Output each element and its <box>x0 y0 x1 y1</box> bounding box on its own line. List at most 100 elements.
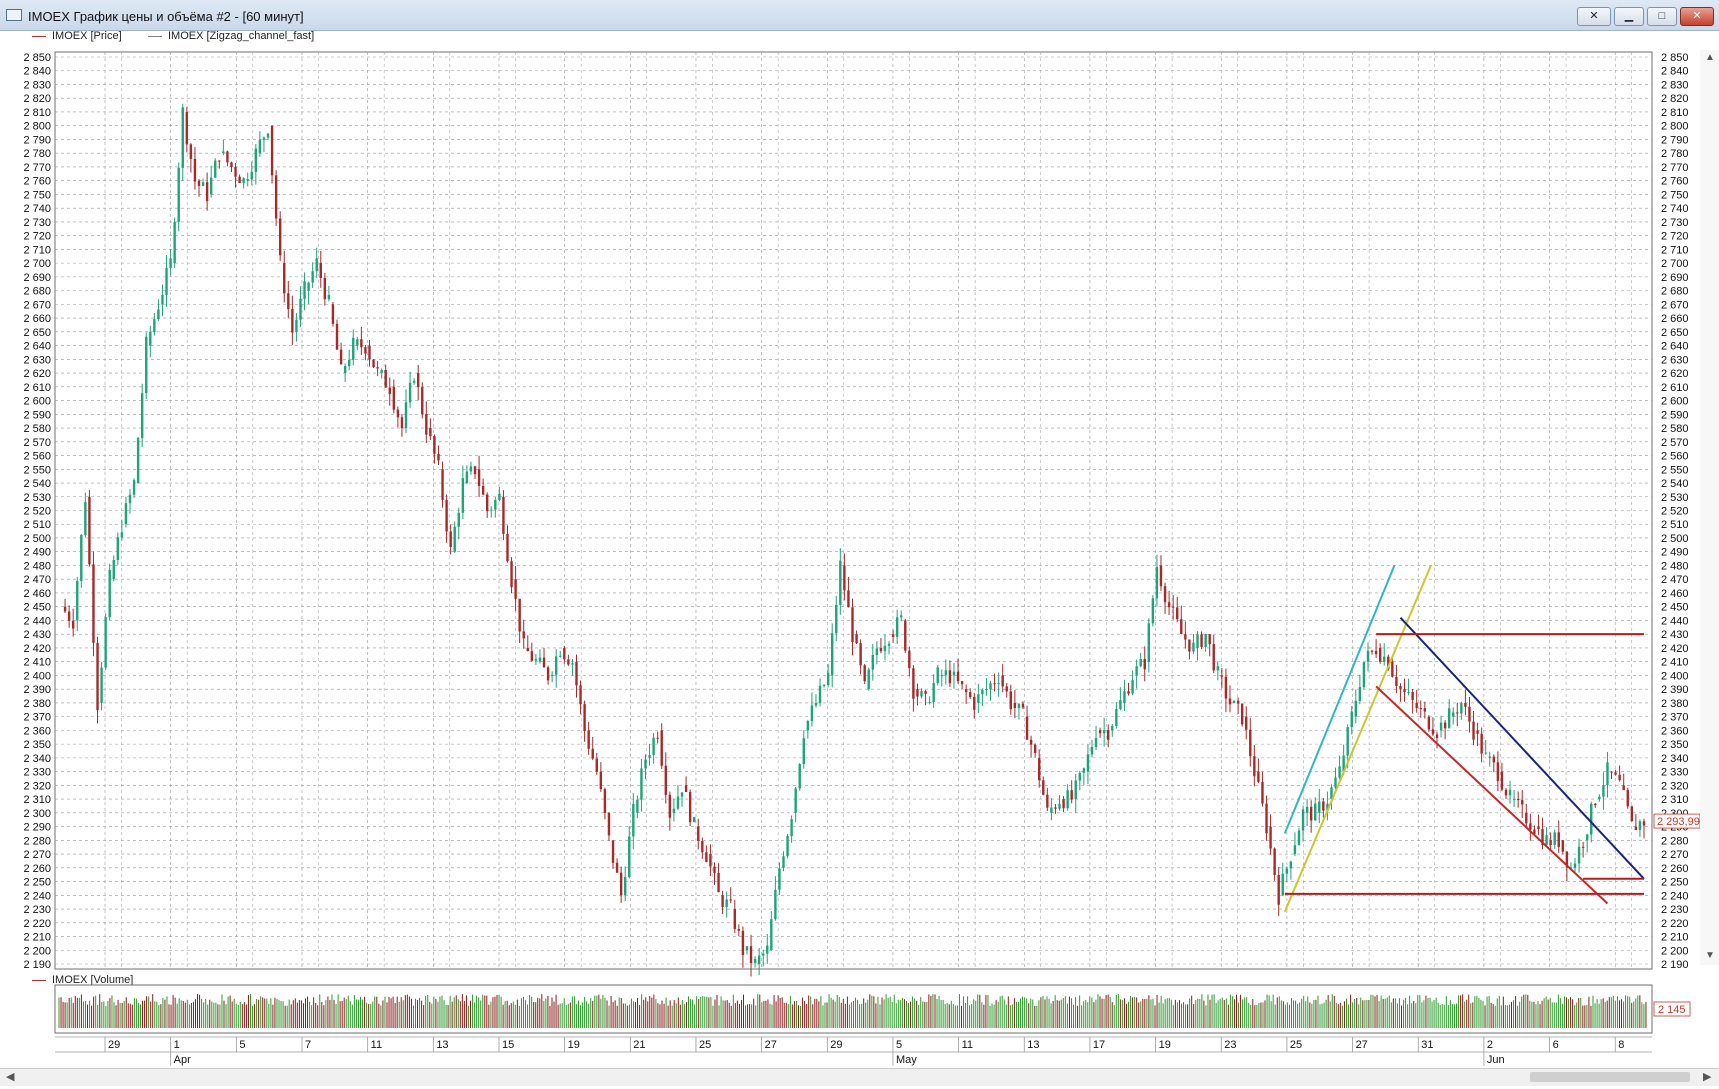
price-tick-label-right: 2 740 <box>1661 203 1689 215</box>
candle-body <box>863 665 866 682</box>
candle-body <box>230 162 233 168</box>
price-tick-label-right: 2 280 <box>1661 835 1689 847</box>
candle-body <box>603 789 607 814</box>
minimize-icon[interactable]: ▁ <box>1614 7 1644 26</box>
candle-body <box>1058 803 1061 809</box>
price-tick-label-right: 2 210 <box>1661 932 1689 944</box>
price-tick-label-left: 2 260 <box>23 863 51 875</box>
price-tick-label-left: 2 540 <box>23 478 51 490</box>
price-tick-label-left: 2 320 <box>23 780 51 792</box>
candle-body <box>372 359 375 368</box>
candle-body <box>571 663 574 665</box>
candle-body <box>810 705 814 722</box>
day-tick-label: 17 <box>1093 1039 1105 1051</box>
candle-body <box>364 347 367 354</box>
scroll-right-icon[interactable]: ▶ <box>1703 1071 1712 1083</box>
price-tick-label-left: 2 690 <box>23 272 51 284</box>
price-tick-label-left: 2 600 <box>23 396 51 408</box>
candle-body <box>766 945 769 954</box>
candle-body <box>291 308 294 333</box>
candle-body <box>640 768 643 800</box>
candle-body <box>1322 801 1325 811</box>
candle-body <box>611 840 615 863</box>
candle-body <box>977 694 980 703</box>
price-tick-label-left: 2 550 <box>23 464 51 476</box>
horizontal-scrollbar[interactable]: ◀ ▶ <box>0 1068 1719 1086</box>
day-tick-label: 21 <box>633 1039 645 1051</box>
volume-legend: IMOEX [Volume] <box>0 974 300 990</box>
candle-body <box>900 615 903 618</box>
candle-body <box>214 160 217 178</box>
candle-body <box>1638 821 1642 831</box>
scroll-up-icon[interactable]: ▲ <box>1705 52 1715 63</box>
candle-body <box>250 171 253 180</box>
candle-body <box>985 689 988 691</box>
candle-body <box>1642 821 1646 826</box>
candle-body <box>234 166 237 177</box>
candle-body <box>981 690 984 695</box>
scrollbar-thumb[interactable] <box>1530 1072 1690 1082</box>
price-tick-label-left: 2 380 <box>23 698 51 710</box>
price-tick-label-right: 2 230 <box>1661 904 1689 916</box>
price-tick-label-right: 2 690 <box>1661 272 1689 284</box>
vertical-scrollbar[interactable]: ▲ ▼ <box>1700 50 1719 965</box>
candle-body <box>437 453 440 461</box>
candle-body <box>1468 706 1471 722</box>
candle-body <box>1415 702 1418 709</box>
pin-icon[interactable]: ✕ <box>1577 7 1611 26</box>
candle-body <box>550 674 554 676</box>
price-tick-label-left: 2 330 <box>23 767 51 779</box>
price-tick-label-right: 2 780 <box>1661 148 1689 160</box>
candle-body <box>311 271 314 283</box>
candle-body <box>477 469 481 486</box>
candle-body <box>1147 623 1151 662</box>
candle-body <box>1249 729 1252 757</box>
candle-body <box>303 281 306 299</box>
candle-body <box>283 263 286 294</box>
price-tick-label-left: 2 500 <box>23 533 51 545</box>
price-tick-label-left: 2 840 <box>23 66 51 78</box>
candle-body <box>120 532 124 538</box>
candle-body <box>1561 840 1565 852</box>
red-downtrend-line <box>1375 685 1609 905</box>
candle-body <box>940 675 943 677</box>
price-tick-label-left: 2 680 <box>23 286 51 298</box>
candle-body <box>71 620 75 629</box>
candle-body <box>128 494 132 504</box>
candle-body <box>826 672 830 685</box>
candle-body <box>782 856 785 868</box>
candle-body <box>697 826 700 841</box>
maximize-icon[interactable]: □ <box>1647 7 1677 26</box>
close-icon[interactable]: ✕ <box>1680 7 1714 26</box>
candle-body <box>266 133 270 138</box>
candle-body <box>1350 711 1353 728</box>
candle-body <box>1216 666 1220 671</box>
candle-body <box>1496 762 1500 781</box>
candle-body <box>425 414 428 435</box>
price-tick-label-left: 2 670 <box>23 299 51 311</box>
candle-body <box>1362 662 1366 688</box>
candle-body <box>762 953 765 956</box>
candle-body <box>1606 762 1609 786</box>
price-tick-label-right: 2 200 <box>1661 945 1689 957</box>
price-tick-label-left: 2 740 <box>23 203 51 215</box>
candle-body <box>1484 752 1487 754</box>
candle-body <box>599 771 603 790</box>
candle-body <box>514 579 517 599</box>
candle-body <box>668 794 672 818</box>
candle-body <box>295 319 298 332</box>
candle-body <box>274 175 278 219</box>
candle-body <box>1383 656 1386 662</box>
candle-body <box>1407 691 1410 693</box>
scroll-left-icon[interactable]: ◀ <box>6 1071 15 1083</box>
candle-body <box>644 759 647 769</box>
price-tick-label-right: 2 190 <box>1661 959 1689 971</box>
scroll-down-icon[interactable]: ▼ <box>1705 950 1715 961</box>
candle-body <box>1273 848 1276 875</box>
candle-body <box>1297 830 1301 846</box>
candle-body <box>1038 757 1041 781</box>
candle-body <box>1541 829 1544 845</box>
day-tick-label: 29 <box>830 1039 842 1051</box>
candle-body <box>794 788 797 813</box>
